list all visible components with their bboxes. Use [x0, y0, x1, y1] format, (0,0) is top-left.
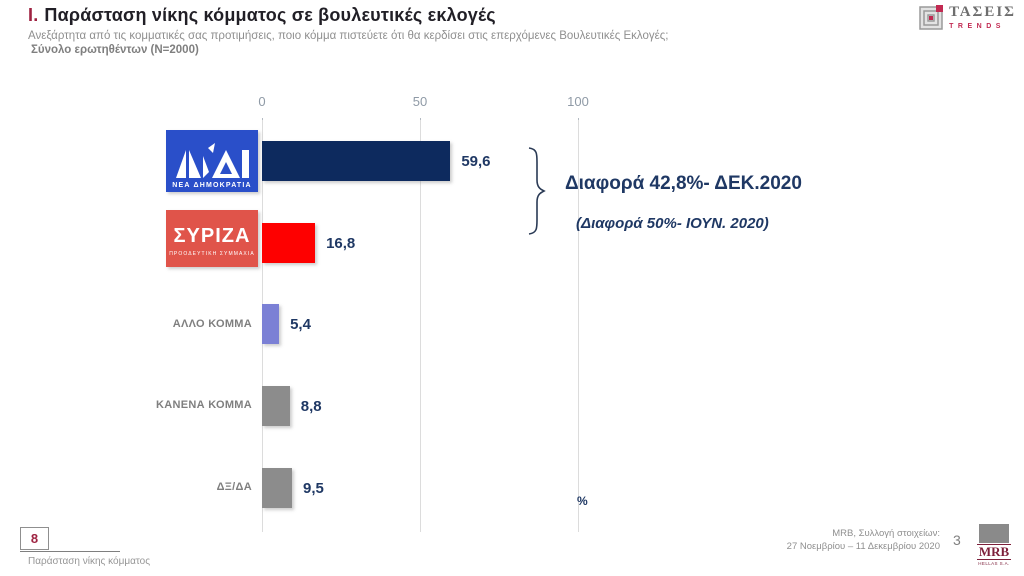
page-number: 3: [953, 532, 961, 548]
bar-row-syriza: 16,8: [262, 223, 355, 263]
source-line2: 27 Νοεμβρίου – 11 Δεκεμβρίου 2020: [786, 540, 940, 552]
brace-icon: [526, 147, 546, 240]
taseis-maze-icon: [919, 5, 945, 36]
bar-row-allo-komma: 5,4: [262, 304, 311, 344]
x-tick-label: 0: [258, 94, 266, 109]
title-prefix: Ι.: [28, 5, 39, 25]
bar-value-kanena-komma: 8,8: [300, 397, 322, 415]
mrb-logo-block: [979, 524, 1009, 543]
category-label-kanena-komma: ΚΑΝΕΝΑ ΚΟΜΜΑ: [156, 399, 252, 411]
section-number-box: 8: [20, 527, 49, 550]
header: Ι. Παράσταση νίκης κόμματος σε βουλευτικέ…: [28, 5, 908, 56]
bar-row-nd: 59,6: [262, 141, 491, 181]
difference-annotation: Διαφορά 42,8%- ΔΕΚ.2020: [565, 173, 802, 194]
bar-nd: [262, 141, 451, 181]
previous-difference-annotation: (Διαφορά 50%- ΙΟΥΝ. 2020): [576, 215, 769, 232]
taseis-wordmark: ΤΑΣΕΙΣ: [949, 4, 1016, 20]
mrb-wordmark: MRB: [977, 544, 1011, 561]
source-line1: MRB, Συλλογή στοιχείων:: [832, 528, 940, 539]
syriza-logo: ΣΥΡΙΖΑ ΠΡΟΟΔΕΥΤΙΚΗ ΣΥΜΜΑΧΙΑ: [166, 210, 258, 267]
percent-unit-label: %: [577, 494, 588, 508]
gridline-100: [578, 120, 579, 532]
footer-divider: [20, 551, 120, 552]
nea-dimokratia-logo: ΝΕΑ ΔΗΜΟΚΡΑΤΙΑ: [166, 130, 258, 192]
nd-emblem-icon: [176, 143, 249, 178]
category-label-dxda: ΔΞ/ΔΑ: [216, 481, 252, 493]
footer-section-title: Παράσταση νίκης κόμματος: [28, 556, 151, 567]
bar-allo-komma: [262, 304, 280, 344]
x-tick-label: 100: [567, 94, 589, 109]
page-title: Ι. Παράσταση νίκης κόμματος σε βουλευτικέ…: [28, 5, 908, 26]
bar-row-dxda: 9,5: [262, 468, 324, 508]
source-note: MRB, Συλλογή στοιχείων: 27 Νοεμβρίου – 1…: [787, 528, 940, 554]
bar-value-syriza: 16,8: [326, 234, 356, 252]
bar-value-allo-komma: 5,4: [290, 315, 311, 333]
bar-value-dxda: 9,5: [303, 479, 324, 497]
bar-row-kanena-komma: 8,8: [262, 386, 322, 426]
syriza-wordmark: ΣΥΡΙΖΑ: [173, 225, 251, 247]
sample-note: Σύνολο ερωτηθέντων (N=2000): [31, 44, 199, 56]
gridline-50: [420, 120, 421, 532]
bar-kanena-komma: [262, 386, 290, 426]
nd-logo-caption: ΝΕΑ ΔΗΜΟΚΡΑΤΙΑ: [172, 182, 252, 189]
taseis-trends-logo: ΤΑΣΕΙΣ TRENDS: [919, 5, 1016, 36]
title-text: Παράσταση νίκης κόμματος σε βουλευτικές …: [44, 5, 496, 25]
x-tick-label: 50: [412, 94, 428, 109]
bar-syriza: [262, 223, 316, 263]
trends-wordmark: TRENDS: [949, 23, 1005, 30]
syriza-logo-caption: ΠΡΟΟΔΕΥΤΙΚΗ ΣΥΜΜΑΧΙΑ: [169, 251, 255, 257]
bar-dxda: [262, 468, 293, 508]
survey-question: Ανεξάρτητα από τις κομματικές σας προτιμ…: [28, 30, 669, 42]
mrb-sub-label: HELLAS S.A.: [978, 561, 1010, 567]
bar-value-nd: 59,6: [461, 152, 491, 170]
mrb-hellas-logo: MRB HELLAS S.A.: [976, 524, 1012, 566]
category-label-allo-komma: ΑΛΛΟ ΚΟΜΜΑ: [172, 318, 252, 330]
